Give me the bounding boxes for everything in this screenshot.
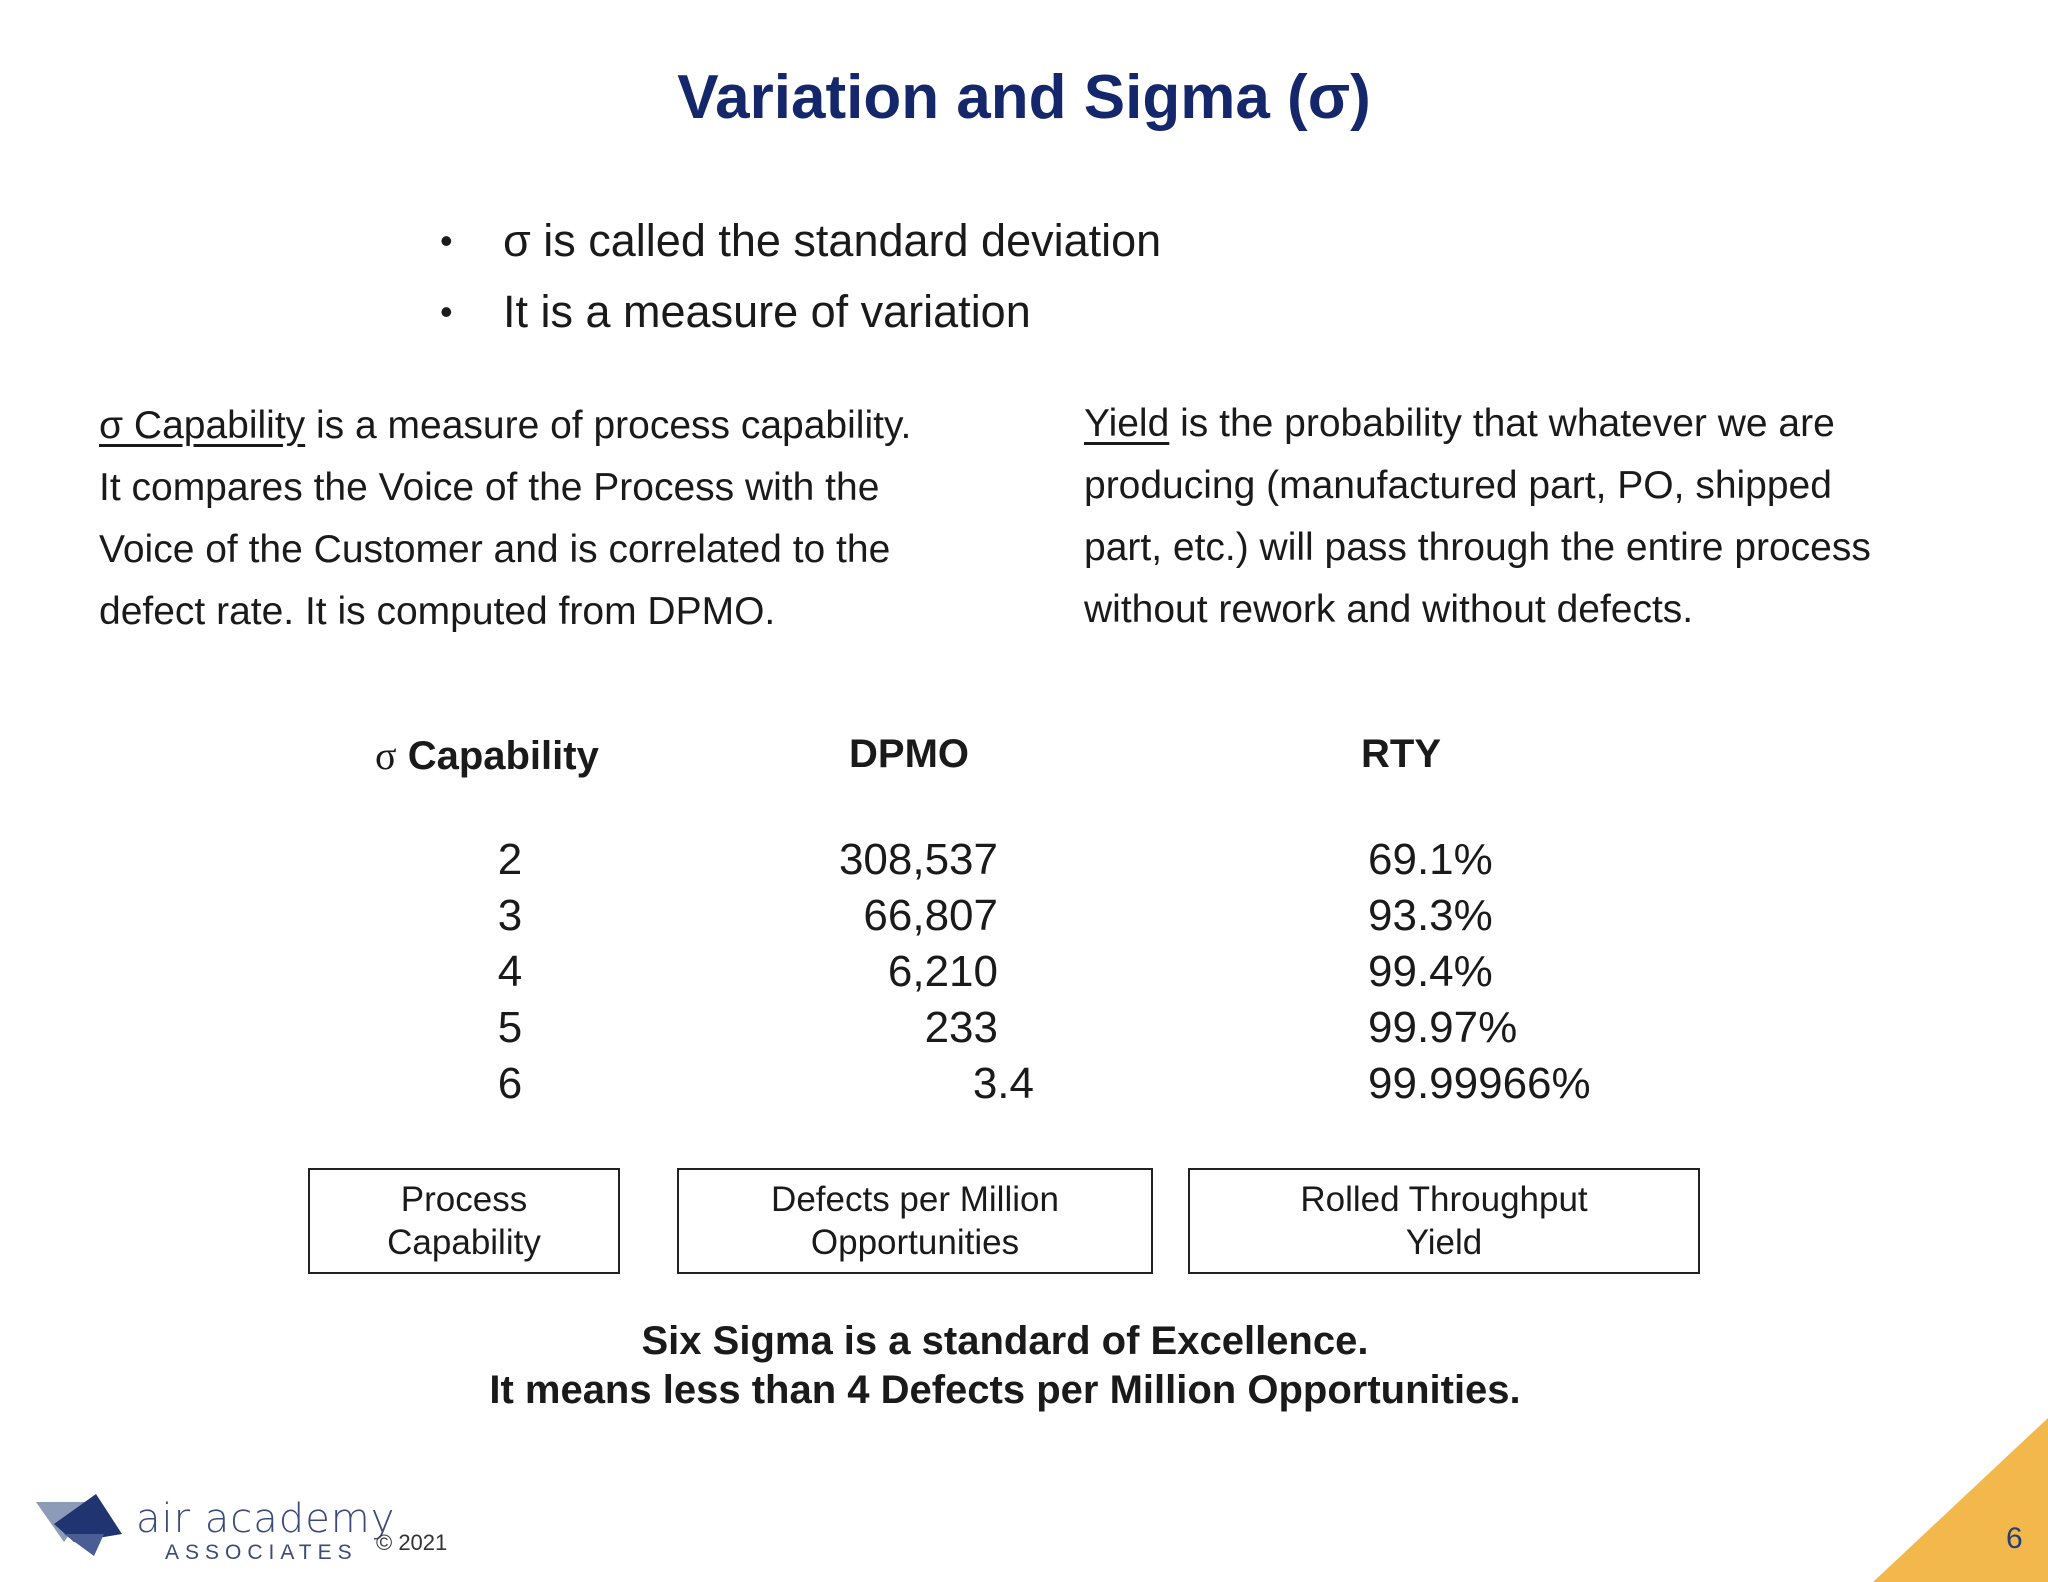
rty-value: 93.3% — [1368, 891, 1493, 940]
paragraph-line: producing (manufactured part, PO, shippe… — [1084, 464, 1832, 507]
paragraph-line: is the probability that whatever we are — [1169, 402, 1835, 445]
box-line: Capability — [387, 1223, 541, 1262]
bullet-dot-icon: • — [440, 291, 453, 332]
paragraph-line: It compares the Voice of the Process wit… — [99, 466, 880, 509]
dpmo-definition-box: Defects per Million Opportunities — [677, 1168, 1153, 1274]
dpmo-column: 308,537 66,807 6,210 233 3.4 — [780, 832, 1034, 1112]
copyright: © 2021 — [376, 1530, 448, 1555]
bullet-text: It is a measure of variation — [503, 286, 1031, 337]
slide-title: Variation and Sigma (σ) — [677, 63, 1371, 132]
bullet-dot-icon: • — [440, 220, 453, 261]
box-line: Process — [400, 1180, 528, 1219]
air-academy-logo-icon — [36, 1494, 122, 1556]
page-number: 6 — [2006, 1522, 2023, 1555]
sigma-value: 5 — [497, 1003, 523, 1052]
summary-line: It means less than 4 Defects per Million… — [489, 1368, 1521, 1412]
paragraph-line: Voice of the Customer and is correlated … — [99, 528, 891, 571]
sigma-capability-header: σ Capability — [375, 732, 599, 779]
bullet-item: • It is a measure of variation — [440, 276, 1161, 347]
box-line: Yield — [1405, 1223, 1483, 1262]
paragraph-line: is a measure of process capability. — [305, 404, 912, 447]
corner-triangle — [1873, 1418, 2048, 1582]
sigma-header-label: Capability — [407, 734, 599, 778]
yield-term: Yield — [1084, 402, 1170, 445]
logo-wordmark: air academy — [136, 1496, 396, 1542]
sigma-value: 6 — [497, 1059, 523, 1108]
paragraph-line: part, etc.) will pass through the entire… — [1084, 526, 1871, 569]
logo-subtitle: ASSOCIATES — [165, 1541, 358, 1564]
box-line: Opportunities — [810, 1223, 1020, 1262]
process-capability-box: Process Capability — [308, 1168, 620, 1274]
rty-definition-box: Rolled Throughput Yield — [1188, 1168, 1700, 1274]
bullet-list: • σ is called the standard deviation • I… — [440, 205, 1161, 347]
yield-definition: Yield is the probability that whatever w… — [1084, 393, 2014, 641]
sigma-capability-definition: σ Capability is a measure of process cap… — [99, 395, 1029, 643]
sigma-value: 2 — [497, 835, 523, 884]
dpmo-value: 233 — [924, 1003, 998, 1052]
rty-value: 69.1% — [1368, 835, 1493, 884]
box-line: Defects per Million — [771, 1180, 1059, 1219]
dpmo-value: 6,210 — [887, 947, 998, 996]
rty-value: 99.99966% — [1368, 1059, 1591, 1108]
dpmo-header: DPMO — [849, 732, 969, 776]
sigma-value: 3 — [497, 891, 523, 940]
sigma-column: 2 3 4 5 6 — [480, 832, 540, 1112]
paragraph-line: defect rate. It is computed from DPMO. — [99, 590, 776, 633]
paragraph-line: without rework and without defects. — [1084, 588, 1694, 631]
dpmo-value: 3.4 — [972, 1059, 1034, 1108]
rty-value: 99.97% — [1368, 1003, 1518, 1052]
dpmo-value: 66,807 — [863, 891, 998, 940]
sigma-symbol: σ — [375, 733, 397, 778]
bullet-item: • σ is called the standard deviation — [440, 205, 1161, 276]
sigma-value: 4 — [497, 947, 523, 996]
bullet-text: σ is called the standard deviation — [503, 215, 1162, 266]
summary-line: Six Sigma is a standard of Excellence. — [641, 1319, 1369, 1363]
rty-value: 99.4% — [1368, 947, 1493, 996]
rty-column: 69.1% 93.3% 99.4% 99.97% 99.99966% — [1368, 832, 1768, 1112]
rty-header: RTY — [1361, 732, 1441, 776]
dpmo-value: 308,537 — [838, 835, 998, 884]
box-line: Rolled Throughput — [1300, 1180, 1588, 1219]
sigma-capability-term: σ Capability — [99, 404, 306, 447]
